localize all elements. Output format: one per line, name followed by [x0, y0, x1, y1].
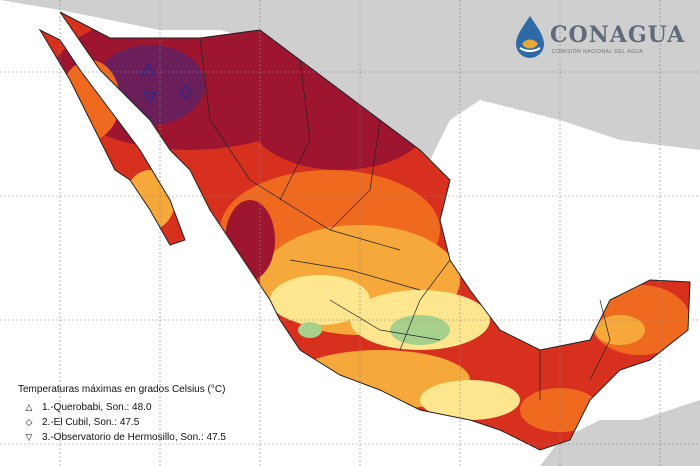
mexico-outline — [59, 11, 691, 451]
legend-row-1: △ 1.-Querobabi, Son.: 48.0 — [18, 400, 226, 415]
conagua-drop-icon — [516, 16, 544, 58]
logo-subtitle: COMISIÓN NACIONAL DEL AGUA — [552, 49, 644, 55]
legend-title: Temperaturas máximas en grados Celsius (… — [18, 384, 226, 395]
legend-label: 1.-Querobabi, Son.: 48.0 — [42, 402, 152, 413]
station-legend: Temperaturas máximas en grados Celsius (… — [18, 382, 226, 445]
triangle-up-icon: △ — [25, 402, 33, 412]
station-marker-hermosillo — [142, 91, 158, 104]
diamond-icon: ◇ — [25, 417, 33, 427]
legend-row-3: ▽ 3.-Observatorio de Hermosillo, Son.: 4… — [18, 430, 226, 445]
state-boundaries — [199, 37, 611, 400]
legend-label: 2.-El Cubil, Son.: 47.5 — [42, 417, 140, 428]
triangle-down-icon: ▽ — [25, 432, 33, 442]
legend-label: 3.-Observatorio de Hermosillo, Son.: 47.… — [42, 432, 226, 443]
baja-outline — [38, 28, 186, 246]
conagua-logo: CONAGUA COMISIÓN NACIONAL DEL AGUA — [512, 14, 686, 62]
legend-row-2: ◇ 2.-El Cubil, Son.: 47.5 — [18, 415, 226, 430]
logo-name: CONAGUA — [550, 22, 686, 48]
station-marker-el-cubil — [179, 85, 193, 99]
station-marker-querobabi — [140, 62, 156, 76]
